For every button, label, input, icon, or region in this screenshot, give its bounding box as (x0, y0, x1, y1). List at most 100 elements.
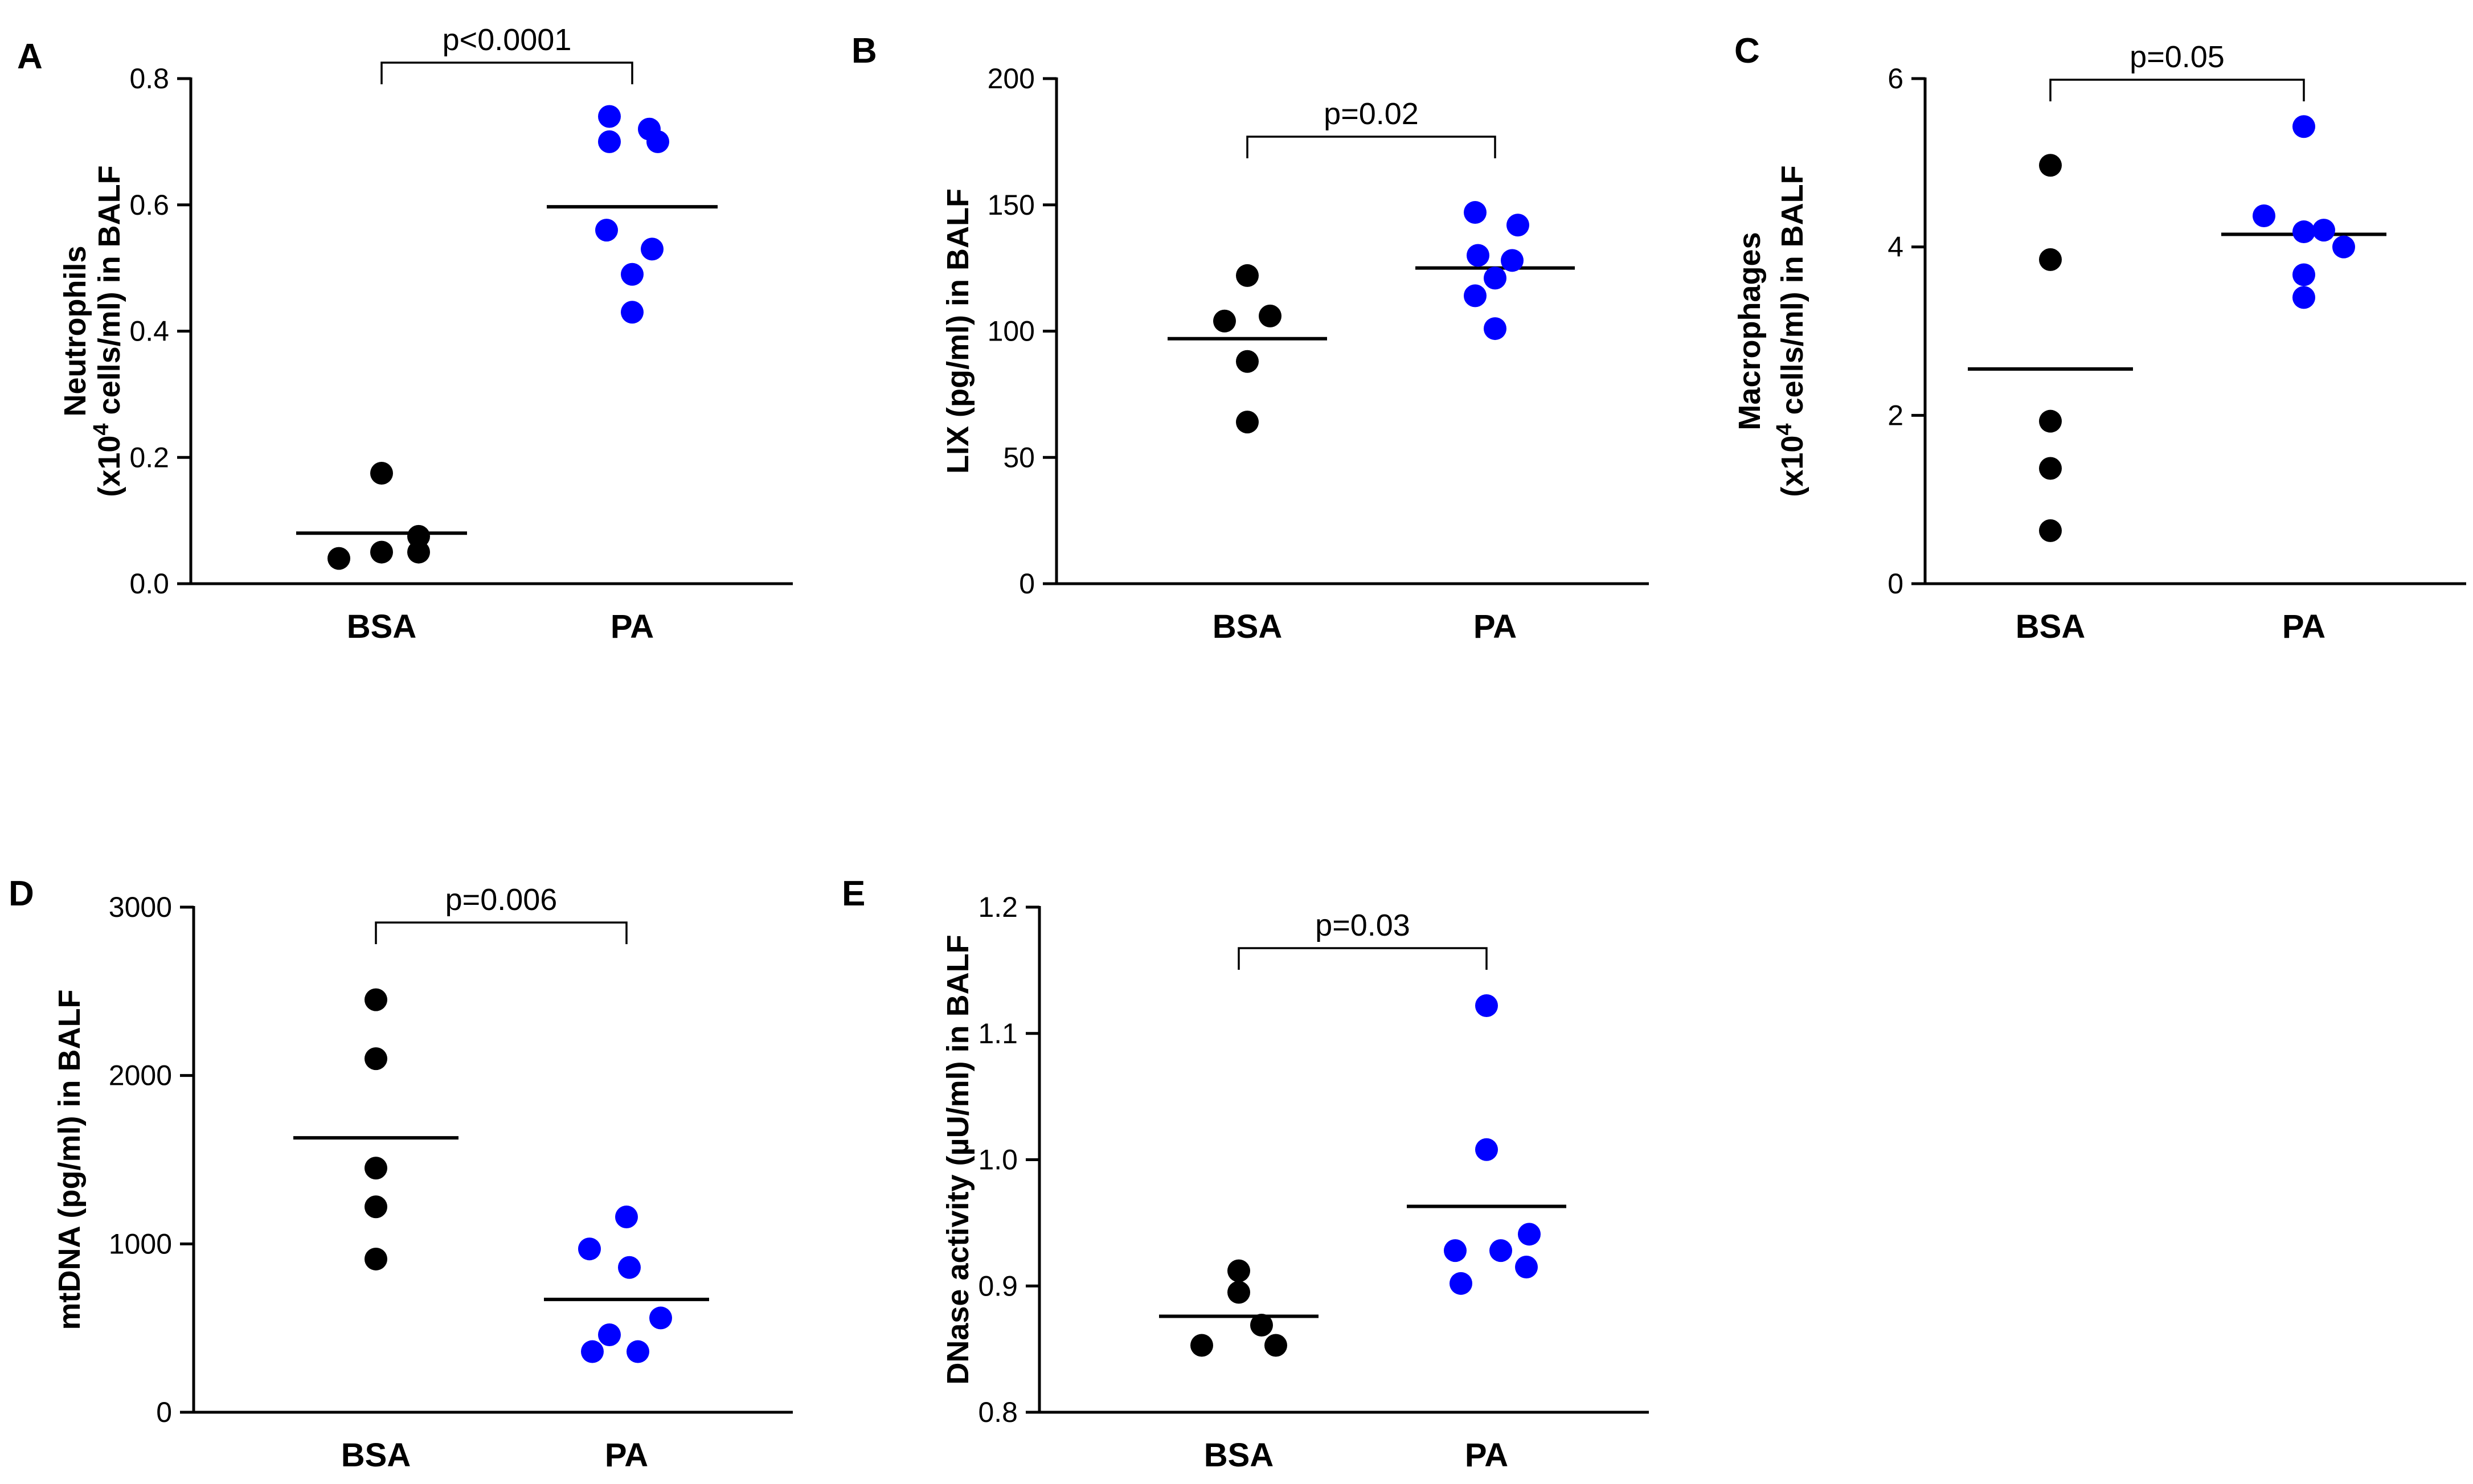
data-point-pa (641, 237, 664, 261)
data-point-pa (1464, 201, 1487, 224)
data-point-pa (598, 1323, 621, 1346)
data-point-bsa (365, 1157, 387, 1180)
data-point-bsa (2039, 248, 2062, 271)
data-point-pa (1475, 994, 1498, 1017)
x-category-label-bsa: BSA (341, 1437, 411, 1474)
data-point-bsa (407, 540, 430, 564)
p-value-label: p=0.05 (2130, 40, 2225, 74)
significance-bracket (375, 921, 628, 944)
panel-D: D 0 1000 2000 3000 BSA PA mtDNA (pg/ml) in BALF… (9, 874, 793, 1474)
data-point-pa (2312, 219, 2335, 242)
data-point-pa (2332, 235, 2355, 259)
data-point-bsa (1250, 1313, 1273, 1337)
data-point-bsa (1227, 1259, 1250, 1282)
data-point-pa (2292, 115, 2315, 138)
data-point-bsa (327, 547, 350, 570)
data-point-pa (2292, 263, 2315, 286)
data-point-pa (578, 1237, 601, 1261)
x-category-label-bsa: BSA (1204, 1437, 1274, 1474)
p-value-label: p=0.03 (1315, 908, 1410, 942)
y-tick-label: 0.0 (129, 568, 169, 600)
data-point-pa (621, 263, 644, 286)
y-tick-label: 2 (1887, 399, 1903, 431)
panel-letter-E: E (842, 874, 865, 913)
data-point-pa (1489, 1239, 1512, 1262)
panel-letter-D: D (9, 874, 34, 913)
data-point-bsa (365, 1195, 387, 1219)
y-tick-label: 0.9 (978, 1270, 1018, 1302)
y-axis-title: mtDNA (pg/ml) in BALF (52, 990, 87, 1330)
y-tick-label: 3000 (109, 891, 172, 923)
y-tick-label: 1000 (109, 1228, 172, 1260)
data-point-bsa (1264, 1334, 1287, 1357)
data-point-pa (1444, 1239, 1467, 1262)
data-point-bsa (1236, 350, 1259, 373)
y-tick-label: 50 (1003, 441, 1035, 473)
data-point-pa (1515, 1255, 1538, 1278)
p-value-label: p=0.006 (445, 883, 558, 917)
y-tick-label: 0.4 (129, 315, 169, 347)
x-category-label-bsa: BSA (347, 608, 416, 645)
data-point-bsa (407, 524, 430, 548)
data-point-pa (1467, 244, 1489, 267)
y-tick-label: 1.0 (978, 1144, 1018, 1176)
x-category-label-pa: PA (1465, 1437, 1508, 1474)
data-point-pa (1450, 1272, 1472, 1295)
panel-letter-B: B (851, 31, 877, 71)
data-point-bsa (370, 461, 393, 485)
data-point-pa (2292, 286, 2315, 309)
data-point-bsa (1236, 264, 1259, 287)
y-axis-title: DNase activity (µU/ml) in BALF (941, 934, 975, 1384)
panel-letter-C: C (1734, 31, 1760, 71)
data-point-bsa (370, 540, 393, 564)
y-tick-label: 0 (1019, 568, 1035, 600)
data-point-pa (2253, 204, 2275, 227)
data-point-pa (2292, 220, 2315, 244)
x-category-label-bsa: BSA (2016, 608, 2085, 645)
y-tick-label: 1.1 (978, 1018, 1018, 1050)
data-point-bsa (1227, 1281, 1250, 1304)
panel-C: C 0 2 4 6 BSA PA Macrophages(x104 cells/ml) in … (1733, 31, 2466, 645)
data-point-bsa (2039, 154, 2062, 177)
data-point-bsa (365, 1047, 387, 1071)
data-point-bsa (2039, 457, 2062, 480)
data-point-bsa (2039, 409, 2062, 433)
y-tick-label: 6 (1887, 63, 1903, 95)
data-point-pa (598, 130, 621, 153)
data-point-bsa (1259, 304, 1281, 327)
data-point-pa (649, 1306, 672, 1330)
panel-B: B 0 50 100 150 200 BSA PA LIX (pg/ml) in BALF p=0… (851, 31, 1649, 645)
data-point-pa (598, 105, 621, 128)
data-point-bsa (365, 1247, 387, 1270)
data-point-bsa (1213, 309, 1236, 333)
y-axis-title-line2: (x104 cells/ml) in BALF (1772, 165, 1809, 497)
data-point-pa (1475, 1138, 1498, 1161)
y-tick-label: 150 (988, 189, 1035, 221)
significance-bracket (380, 62, 633, 84)
data-point-pa (595, 219, 618, 242)
panel-E: E 0.8 0.9 1.0 1.1 1.2 BSA PA DNase activity (µU/… (842, 874, 1649, 1474)
data-point-bsa (2039, 519, 2062, 542)
data-point-bsa (365, 988, 387, 1011)
y-tick-label: 0.8 (129, 63, 169, 95)
x-category-label-pa: PA (611, 608, 654, 645)
x-category-label-pa: PA (2282, 608, 2325, 645)
y-tick-label: 0 (1887, 568, 1903, 600)
data-point-pa (1484, 317, 1506, 341)
data-point-pa (615, 1206, 638, 1229)
y-tick-label: 0.8 (978, 1396, 1018, 1428)
data-point-pa (627, 1340, 649, 1363)
significance-bracket (1246, 136, 1496, 158)
y-tick-label: 1.2 (978, 891, 1018, 923)
y-axis-title-line1: Macrophages (1733, 232, 1767, 430)
y-tick-label: 200 (988, 63, 1035, 95)
data-point-bsa (1190, 1334, 1213, 1357)
y-axis-title-line1: Neutrophils (58, 245, 92, 416)
y-tick-label: 4 (1887, 231, 1903, 263)
panel-A: A 0.0 0.2 0.4 0.6 0.8 BSA PA Neutrophils(x104 ce… (17, 23, 793, 645)
x-category-label-pa: PA (1473, 608, 1517, 645)
y-tick-label: 0.6 (129, 189, 169, 221)
data-point-pa (1518, 1223, 1541, 1246)
y-tick-label: 0 (156, 1396, 172, 1428)
